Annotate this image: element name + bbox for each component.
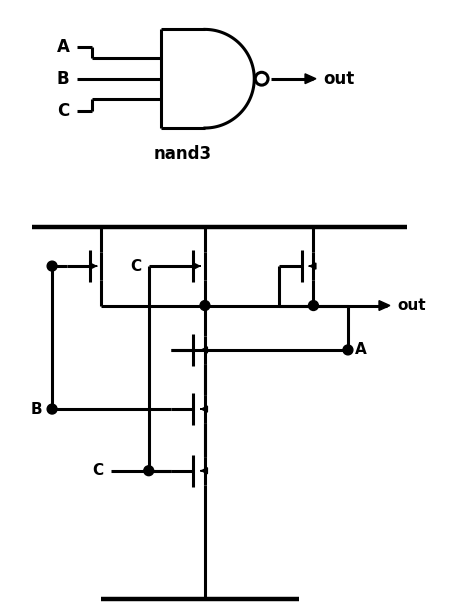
Text: out: out <box>397 298 426 313</box>
Text: C: C <box>93 463 104 478</box>
Text: A: A <box>356 342 367 357</box>
Circle shape <box>343 345 353 355</box>
Text: out: out <box>323 70 355 87</box>
Circle shape <box>47 404 57 414</box>
Text: B: B <box>31 402 42 416</box>
Text: C: C <box>57 102 69 120</box>
Circle shape <box>255 72 268 85</box>
Polygon shape <box>305 74 316 84</box>
Polygon shape <box>379 301 390 310</box>
Text: nand3: nand3 <box>154 145 212 163</box>
Text: B: B <box>57 70 69 87</box>
Text: C: C <box>130 259 141 274</box>
Circle shape <box>200 301 210 310</box>
Circle shape <box>144 466 154 476</box>
Text: A: A <box>56 38 69 55</box>
Circle shape <box>47 261 57 271</box>
Circle shape <box>309 301 319 310</box>
